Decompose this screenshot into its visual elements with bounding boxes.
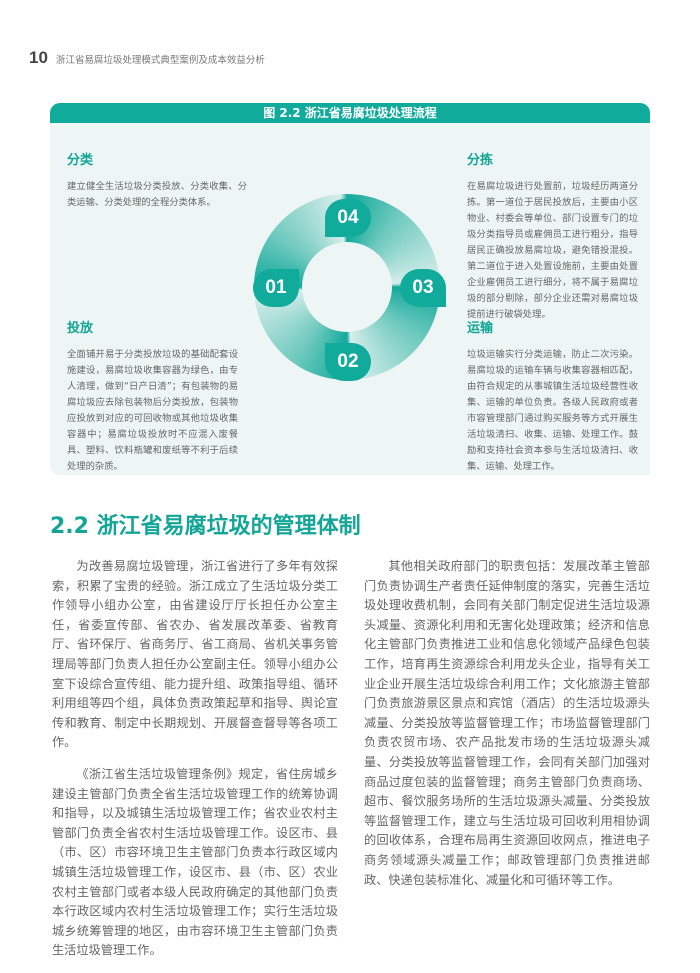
step-badge-01: 01: [253, 269, 299, 307]
step-title: 运输: [467, 321, 494, 336]
step-classify: 分类 建立健全生活垃圾分类投放、分类收集、分类运输、分类处理的全程分类体系。: [67, 153, 247, 211]
step-text: 全面铺开易于分类投放垃圾的基础配套设施建设，易腐垃圾收集容器为绿色，由专人清理，…: [67, 349, 238, 472]
step-badge-04: 04: [325, 199, 371, 237]
right-column: 其他相关政府部门的职责包括：发展改革主管部门负责协调生产者责任延伸制度的落实，完…: [364, 557, 650, 902]
page-header: 10 浙江省易腐垃圾处理模式典型案例及成本效益分析: [29, 48, 265, 68]
step-title: 投放: [67, 321, 94, 336]
paragraph: 为改善易腐垃圾管理，浙江省进行了多年有效探索，积累了宝贵的经验。浙江成立了生活垃…: [52, 559, 338, 750]
paragraph: 《浙江省生活垃圾管理条例》规定，省住房城乡建设主管部门负责全省生活垃圾管理工作的…: [52, 766, 338, 958]
step-sort: 分拣 在易腐垃圾进行处置前，垃圾经历两道分拣。第一道位于居民投放后，主要由小区物…: [467, 153, 638, 323]
step-transport: 运输 垃圾运输实行分类运输，防止二次污染。易腐垃圾的运输车辆与收集容器相匹配，由…: [467, 321, 638, 475]
ring-center: [302, 242, 392, 332]
step-badge-03: 03: [400, 269, 446, 307]
running-title: 浙江省易腐垃圾处理模式典型案例及成本效益分析: [55, 55, 265, 66]
step-title: 分拣: [467, 153, 494, 168]
step-title: 分类: [67, 153, 94, 168]
page-number: 10: [29, 48, 48, 67]
step-text: 垃圾运输实行分类运输，防止二次污染。易腐垃圾的运输车辆与收集容器相匹配，由符合规…: [467, 349, 638, 472]
section-title: 2.2 浙江省易腐垃圾的管理体制: [50, 514, 361, 539]
left-column: 为改善易腐垃圾管理，浙江省进行了多年有效探索，积累了宝贵的经验。浙江成立了生活垃…: [52, 557, 338, 973]
step-text: 建立健全生活垃圾分类投放、分类收集、分类运输、分类处理的全程分类体系。: [67, 181, 247, 208]
step-dispose: 投放 全面铺开易于分类投放垃圾的基础配套设施建设，易腐垃圾收集容器为绿色，由专人…: [67, 321, 238, 475]
step-text: 在易腐垃圾进行处置前，垃圾经历两道分拣。第一道位于居民投放后，主要由小区物业、村…: [467, 181, 638, 320]
process-figure: 图 2.2 浙江省易腐垃圾处理流程 分类 建立健全生活垃圾分类投放、分类收集、分…: [50, 103, 650, 475]
step-badge-02: 02: [325, 343, 371, 381]
paragraph: 其他相关政府部门的职责包括：发展改革主管部门负责协调生产者责任延伸制度的落实，完…: [364, 559, 650, 887]
figure-title: 图 2.2 浙江省易腐垃圾处理流程: [50, 103, 650, 123]
